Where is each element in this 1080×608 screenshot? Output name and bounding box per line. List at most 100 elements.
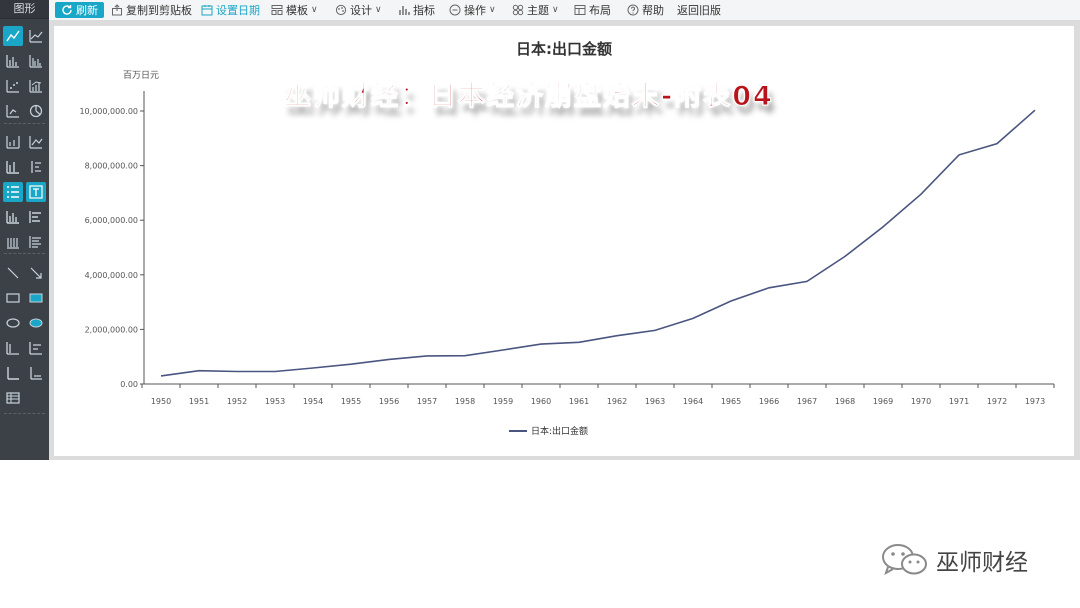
data-point [198,369,201,372]
column-group-button[interactable] [3,232,23,252]
scatter-icon [6,80,19,93]
x-tick-label: 1971 [949,397,969,406]
data-point [236,370,239,373]
return-old-version-link[interactable]: 返回旧版 [677,0,721,20]
data-point [464,354,467,357]
data-point [350,363,353,366]
x-tick-label: 1963 [645,397,665,406]
template-icon [271,5,283,15]
data-point [274,370,277,373]
filled-rectangle-button[interactable] [26,288,46,308]
x-tick-label: 1950 [151,397,171,406]
data-table-icon [6,392,20,404]
line-chart: 0.00 2,000,000.00 4,000,000.00 6,000,000.00… [79,91,1055,437]
theme-icon [512,4,524,16]
legend-label: 日本:出口金额 [531,425,588,437]
dual-axis-button[interactable] [3,132,23,152]
line-draw-button[interactable] [3,263,23,283]
yx-axis-button[interactable] [3,101,23,121]
x-tick-label: 1959 [493,397,513,406]
filled-ellipse-button[interactable] [26,313,46,333]
rectangle-button[interactable] [3,288,23,308]
data-point [844,255,847,258]
ellipse-icon [6,318,20,328]
layout-button[interactable]: 布局 [574,0,611,20]
template-label: 模板 [286,4,308,17]
theme-menu[interactable]: 主题 ∨ [512,0,559,20]
axis-bars-icon [29,342,42,355]
design-menu[interactable]: 设计 ∨ [335,0,382,20]
axis-bars-button[interactable] [26,338,46,358]
axis-trend-button[interactable] [26,132,46,152]
horizontal-stacked-button[interactable] [26,207,46,227]
text-box-button[interactable] [26,182,46,202]
x-tick-label: 1961 [569,397,589,406]
data-point [616,334,619,337]
data-point [882,225,885,228]
axis-corner-bars-icon [30,367,42,380]
refresh-label: 刷新 [76,4,98,17]
area-line-button[interactable] [26,26,46,46]
chart-canvas: 0.00 2,000,000.00 4,000,000.00 6,000,000.00… [49,20,1080,460]
axis-line-button[interactable] [3,338,23,358]
operation-label: 操作 [464,4,486,17]
x-tick-label: 1953 [265,397,285,406]
y-tick-label: 4,000,000.00 [85,271,138,280]
row-group-icon [29,236,41,248]
old-version-label: 返回旧版 [677,4,721,17]
axis-corner-bars-button[interactable] [26,363,46,383]
row-group-button[interactable] [26,232,46,252]
data-table-button[interactable] [3,388,23,408]
x-tick-label: 1956 [379,397,399,406]
x-tick-label: 1969 [873,397,893,406]
grouped-bar-button[interactable] [26,51,46,71]
sidebar-separator [4,413,45,414]
scatter-button[interactable] [3,76,23,96]
horizontal-bar-button[interactable] [3,157,23,177]
data-point [160,374,163,377]
grouped-bar-icon [29,55,42,68]
set-date-label: 设置日期 [216,4,260,17]
axis-corner-icon [7,367,19,380]
area-line-icon [29,30,43,43]
list-chart-icon [7,186,19,198]
line-chart-button[interactable] [3,26,23,46]
sidebar-separator [4,253,45,254]
x-tick-label: 1972 [987,397,1007,406]
indicator-button[interactable]: 指标 [398,0,435,20]
x-tick-label: 1960 [531,397,551,406]
bar-line-combo-button[interactable] [26,76,46,96]
chevron-down-icon: ∨ [552,5,559,15]
box-plot-button[interactable] [26,157,46,177]
operation-menu[interactable]: 操作 ∨ [449,0,496,20]
help-button[interactable]: 帮助 [627,0,664,20]
x-tick-label: 1964 [683,397,703,406]
help-label: 帮助 [642,4,664,17]
axis-corner-button[interactable] [3,363,23,383]
refresh-button[interactable]: 刷新 [55,2,104,18]
yx-axis-icon [6,105,19,118]
calendar-icon [201,5,213,16]
bar-chart-button[interactable] [3,51,23,71]
pie-chart-button[interactable] [26,101,46,121]
data-point [578,341,581,344]
help-icon [627,4,639,16]
ellipse-button[interactable] [3,313,23,333]
horizontal-bar-icon [6,161,19,174]
copy-to-clipboard-button[interactable]: 复制到剪贴板 [111,0,192,20]
x-tick-label: 1958 [455,397,475,406]
bar-chart-icon [6,55,19,68]
stacked-bar-button[interactable] [3,207,23,227]
set-date-button[interactable]: 设置日期 [201,0,260,20]
chart-panel[interactable]: 0.00 2,000,000.00 4,000,000.00 6,000,000.00… [54,26,1074,456]
arrow-draw-button[interactable] [26,263,46,283]
template-menu[interactable]: 模板 ∨ [271,0,318,20]
text-box-icon [29,185,43,199]
chevron-down-icon: ∨ [375,5,382,15]
data-point [540,343,543,346]
sidebar-separator [4,123,45,124]
list-chart-button[interactable] [3,182,23,202]
wechat-watermark: 巫师财经 [880,542,1028,578]
data-point [654,329,657,332]
box-plot-icon [31,161,41,173]
